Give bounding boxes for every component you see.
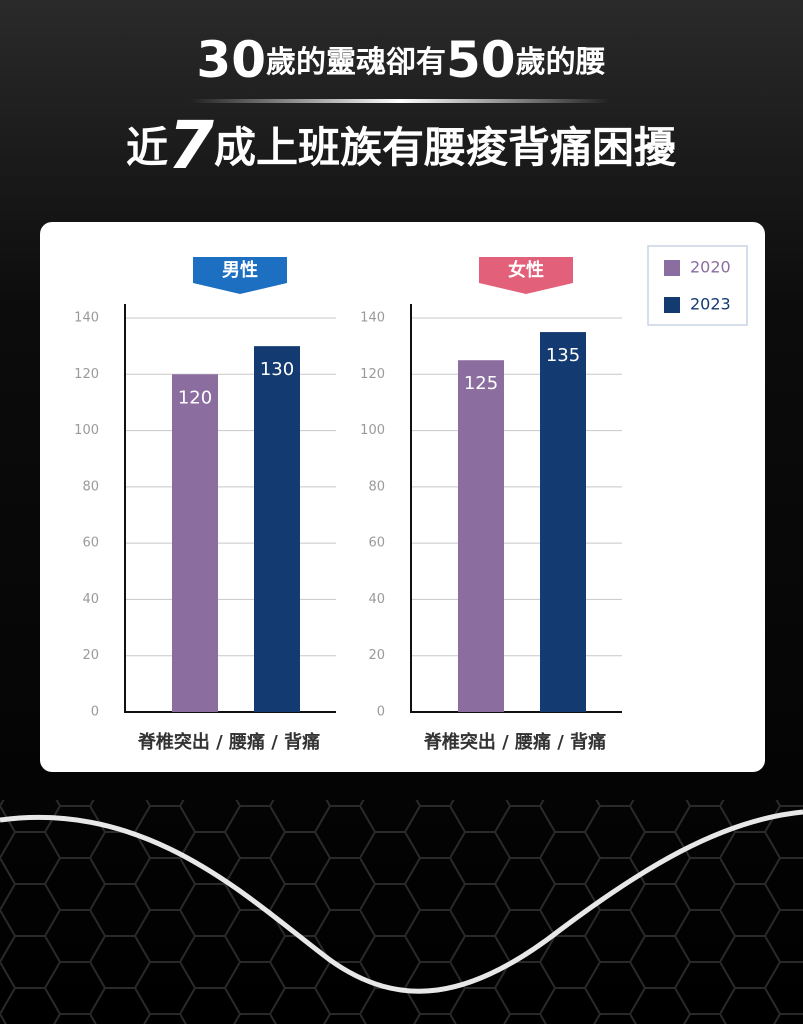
y-tick-label: 80 xyxy=(82,479,99,494)
y-tick-label: 40 xyxy=(82,592,99,607)
legend-label: 2023 xyxy=(690,295,731,314)
x-tick-label: 脊椎突出 / 腰痛 / 背痛 xyxy=(423,731,606,753)
legend-label: 2020 xyxy=(690,258,731,277)
hex-pattern xyxy=(0,800,803,1024)
x-tick-label: 脊椎突出 / 腰痛 / 背痛 xyxy=(137,731,320,753)
wave xyxy=(0,809,803,994)
legend-swatch xyxy=(664,297,680,313)
y-tick-label: 100 xyxy=(360,423,385,438)
subheadline-number: 7 xyxy=(168,107,214,184)
subheadline-text: 近 xyxy=(126,123,168,172)
y-tick-label: 60 xyxy=(82,536,99,551)
bar xyxy=(458,360,504,712)
y-tick-label: 40 xyxy=(368,592,385,607)
value-label: 135 xyxy=(546,345,580,366)
y-tick-label: 20 xyxy=(368,648,385,663)
y-tick-label: 20 xyxy=(82,648,99,663)
headline-number: 30 xyxy=(196,31,266,89)
subheadline-text: 成上班族有腰痠背痛困擾 xyxy=(214,123,677,172)
bar xyxy=(540,332,586,712)
y-tick-label: 120 xyxy=(74,367,99,382)
subheadline: 近7成上班族有腰痠背痛困擾 xyxy=(126,107,677,184)
value-label: 130 xyxy=(260,359,294,380)
y-tick-label: 140 xyxy=(74,311,99,326)
headline-text: 歲的靈魂卻有 xyxy=(266,45,446,80)
value-label: 125 xyxy=(464,373,498,394)
y-tick-label: 120 xyxy=(360,367,385,382)
title-badge xyxy=(479,257,573,294)
y-tick-label: 60 xyxy=(368,536,385,551)
y-tick-label: 0 xyxy=(377,705,385,720)
headline-number: 50 xyxy=(446,31,516,89)
y-tick-label: 100 xyxy=(74,423,99,438)
separator xyxy=(190,99,610,103)
bar xyxy=(254,346,300,712)
headline-text: 歲的腰 xyxy=(516,45,606,80)
y-tick-label: 80 xyxy=(368,479,385,494)
value-label: 120 xyxy=(178,387,212,408)
legend-swatch xyxy=(664,260,680,276)
bar xyxy=(172,374,218,712)
headline: 30歲的靈魂卻有50歲的腰 xyxy=(196,31,605,89)
chart-title: 女性 xyxy=(508,259,544,281)
title-badge xyxy=(193,257,287,294)
y-tick-label: 140 xyxy=(360,311,385,326)
chart-title: 男性 xyxy=(222,259,258,281)
y-tick-label: 0 xyxy=(91,705,99,720)
